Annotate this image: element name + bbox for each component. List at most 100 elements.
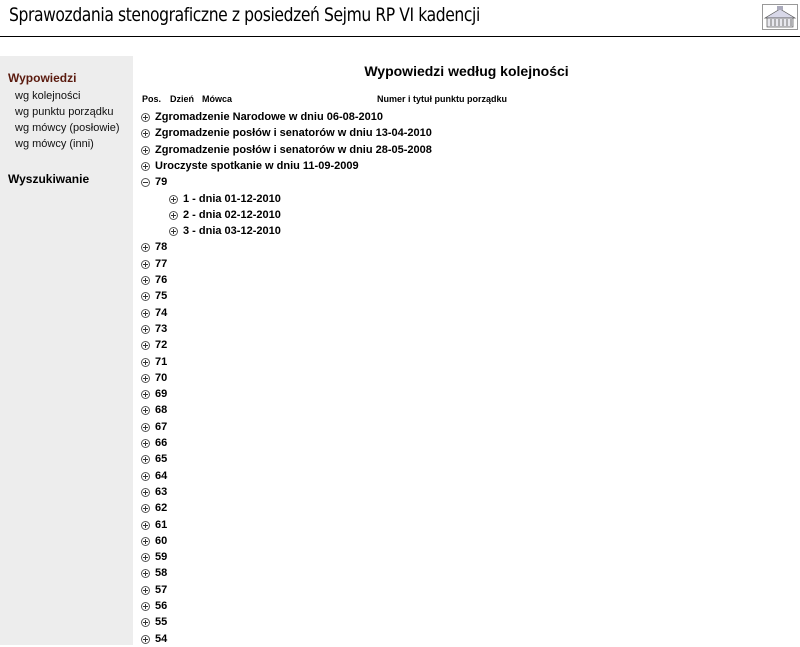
expand-icon[interactable] [141,128,150,138]
sidebar-heading-search[interactable]: Wyszukiwanie [8,172,90,186]
expand-icon[interactable] [141,536,150,546]
tree-item[interactable]: Uroczyste spotkanie w dniu 11-09-2009 [141,158,359,174]
tree-item[interactable]: 57 [141,582,167,598]
tree-item-label: 55 [155,616,168,628]
sejm-building-logo-icon[interactable] [762,4,798,30]
tree-item[interactable]: Zgromadzenie Narodowe w dniu 06-08-2010 [141,109,383,125]
expand-icon[interactable] [141,291,150,301]
expand-icon[interactable] [141,242,150,252]
page-title: Sprawozdania stenograficzne z posiedzeń … [9,4,480,26]
tree-item[interactable]: 73 [141,321,167,337]
expand-icon[interactable] [141,112,150,122]
tree-item-label: 67 [155,421,168,433]
collapse-icon[interactable] [141,177,150,187]
tree-item[interactable]: 68 [141,402,167,418]
expand-icon[interactable] [141,568,150,578]
tree-item-label: 78 [155,241,168,253]
tree-item-label: 64 [155,470,168,482]
expand-icon[interactable] [141,585,150,595]
expand-icon[interactable] [141,145,150,155]
expand-icon[interactable] [141,634,150,644]
tree-item[interactable]: 56 [141,598,167,614]
tree-item-label: 73 [155,323,168,335]
tree-item[interactable]: 63 [141,484,167,500]
tree-item-label: 79 [155,176,168,188]
expand-icon[interactable] [169,226,178,236]
tree-item[interactable]: 77 [141,256,167,272]
column-header-agenda-item: Numer i tytuł punktu porządku [377,94,508,104]
expand-icon[interactable] [141,438,150,448]
tree-item-label: Zgromadzenie Narodowe w dniu 06-08-2010 [155,111,384,123]
sidebar-heading-wypowiedzi[interactable]: Wypowiedzi [8,71,77,85]
expand-icon[interactable] [141,373,150,383]
tree-item-label: 77 [155,258,168,270]
tree-item-label: Uroczyste spotkanie w dniu 11-09-2009 [155,160,359,172]
tree-item[interactable]: 79 [141,174,167,190]
tree-item-label: 70 [155,372,168,384]
tree-item[interactable]: 69 [141,386,167,402]
expand-icon[interactable] [141,487,150,497]
expand-icon[interactable] [141,405,150,415]
expand-icon[interactable] [141,601,150,611]
tree-item-label: 57 [155,584,168,596]
tree-item-label: 72 [155,339,168,351]
expand-icon[interactable] [141,617,150,627]
tree-item[interactable]: 67 [141,419,167,435]
expand-icon[interactable] [141,259,150,269]
tree-item[interactable]: 71 [141,354,167,370]
sidebar-item-by-speaker-others[interactable]: wg mówcy (inni) [15,138,94,150]
sidebar-item-by-agenda-item[interactable]: wg punktu porządku [15,106,114,118]
tree-item[interactable]: 70 [141,370,167,386]
tree-item-label: 1 - dnia 01-12-2010 [183,193,281,205]
tree-item[interactable]: Zgromadzenie posłów i senatorów w dniu 2… [141,142,432,158]
expand-icon[interactable] [141,161,150,171]
tree-item[interactable]: 74 [141,305,167,321]
expand-icon[interactable] [169,210,178,220]
tree-item[interactable]: Zgromadzenie posłów i senatorów w dniu 1… [141,125,432,141]
expand-icon[interactable] [141,520,150,530]
tree-item-label: 63 [155,486,168,498]
tree-item[interactable]: 76 [141,272,167,288]
main-title: Wypowiedzi według kolejności [364,63,569,79]
expand-icon[interactable] [169,194,178,204]
sidebar-item-by-order[interactable]: wg kolejności [15,90,81,102]
tree-item-label: 74 [155,307,168,319]
tree-subitem[interactable]: 1 - dnia 01-12-2010 [169,191,281,207]
expand-icon[interactable] [141,454,150,464]
tree-item-label: 3 - dnia 03-12-2010 [183,225,281,237]
expand-icon[interactable] [141,275,150,285]
tree-item-label: 68 [155,404,168,416]
tree-item[interactable]: 78 [141,239,167,255]
column-header-day: Dzień [170,94,195,104]
expand-icon[interactable] [141,422,150,432]
sidebar-item-by-speaker-mps[interactable]: wg mówcy (posłowie) [15,122,120,134]
expand-icon[interactable] [141,471,150,481]
expand-icon[interactable] [141,308,150,318]
tree-item[interactable]: 62 [141,500,167,516]
tree-item[interactable]: 60 [141,533,167,549]
tree-item[interactable]: 58 [141,565,167,581]
tree-item-label: 54 [155,633,168,645]
tree-item[interactable]: 66 [141,435,167,451]
tree-item[interactable]: 75 [141,288,167,304]
tree-item[interactable]: 64 [141,468,167,484]
tree-item[interactable]: 55 [141,614,167,630]
tree-item[interactable]: 72 [141,337,167,353]
tree-item[interactable]: 61 [141,517,167,533]
tree-item-label: 71 [155,356,168,368]
tree-subitem[interactable]: 2 - dnia 02-12-2010 [169,207,281,223]
expand-icon[interactable] [141,340,150,350]
tree-subitem[interactable]: 3 - dnia 03-12-2010 [169,223,281,239]
tree-item-label: 59 [155,551,168,563]
column-header-pos: Pos. [142,94,162,104]
column-header-speaker: Mówca [202,94,233,104]
tree-item[interactable]: 59 [141,549,167,565]
expand-icon[interactable] [141,357,150,367]
tree-item[interactable]: 54 [141,631,167,647]
tree-item-label: 60 [155,535,168,547]
expand-icon[interactable] [141,324,150,334]
expand-icon[interactable] [141,389,150,399]
expand-icon[interactable] [141,503,150,513]
expand-icon[interactable] [141,552,150,562]
tree-item[interactable]: 65 [141,451,167,467]
